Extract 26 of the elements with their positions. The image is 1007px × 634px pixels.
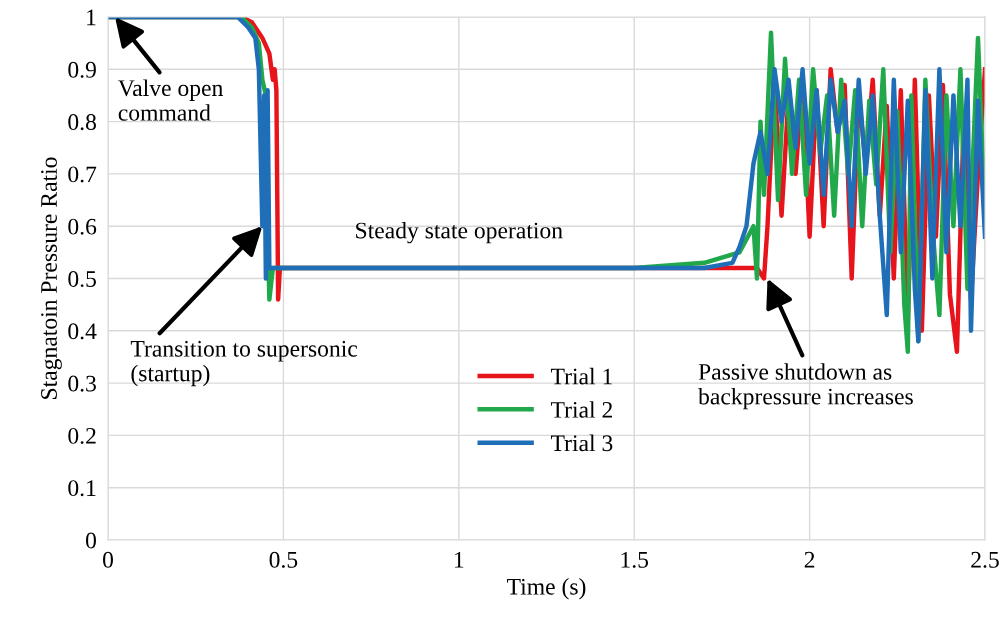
annotation: Steady state operation bbox=[356, 221, 563, 244]
x-tick-label: 1 bbox=[454, 551, 464, 568]
y-tick-label: 0.4 bbox=[68, 323, 97, 340]
x-tick-label: 1.5 bbox=[621, 551, 649, 568]
y-tick-label: 0.3 bbox=[68, 375, 96, 392]
y-axis-title: Stagnatoin Pressure Ratio bbox=[41, 157, 62, 399]
y-tick-label: 0.5 bbox=[68, 270, 96, 288]
y-tick-label: 0 bbox=[85, 532, 96, 549]
y-tick-label: 1 bbox=[87, 9, 96, 26]
y-tick-label: 0.9 bbox=[68, 61, 96, 78]
y-tick-label: 0.2 bbox=[68, 427, 96, 444]
annotation: Transition to supersonic (startup) bbox=[130, 340, 358, 387]
y-tick-label: 0.7 bbox=[68, 166, 97, 183]
legend-label: Trial 3 bbox=[550, 434, 613, 452]
legend-label: Trial 2 bbox=[550, 401, 612, 418]
y-tick-label: 0.6 bbox=[68, 218, 97, 235]
x-axis-title: Time (s) bbox=[507, 578, 586, 600]
y-tick-label: 0.1 bbox=[68, 480, 96, 497]
x-tick-label: 0 bbox=[103, 551, 113, 568]
x-tick-label: 2 bbox=[804, 551, 815, 568]
annotation: Valve open command bbox=[118, 79, 223, 121]
x-tick-label: 0.5 bbox=[269, 551, 298, 568]
x-tick-label: 2.5 bbox=[971, 551, 999, 568]
annotation: Passive shutdown as backpressure increases bbox=[698, 363, 913, 410]
legend-label: Trial 1 bbox=[550, 367, 612, 385]
y-tick-label: 0.8 bbox=[68, 114, 96, 131]
